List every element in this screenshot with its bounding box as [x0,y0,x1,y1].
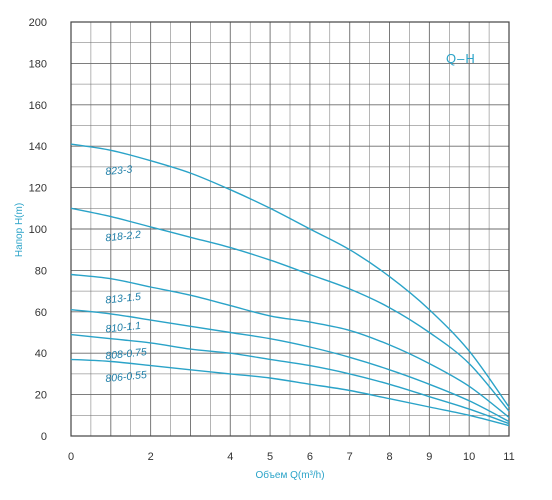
series-label-810-1.1: 810-1.1 [105,320,142,336]
curves [70,143,510,427]
series-line-818-2.2 [70,207,510,412]
x-tick-label: 9 [426,451,432,463]
x-tick-label: 2 [148,451,154,463]
y-axis-label: Напор H(m) [14,203,25,257]
series-line-808-0.75 [70,333,510,425]
series-line-810-1.1 [70,309,510,423]
x-tick-label: 7 [347,451,353,463]
plot-frame [70,21,510,437]
series-line-823-3 [70,143,510,408]
y-tick-label: 180 [29,58,47,70]
legend-label: Q–H [446,51,476,66]
series-line-806-0.55 [70,358,510,427]
x-tick-label: 6 [307,451,313,463]
y-axis-ticks: 0 20 40 60 80 100 120 140 160 180 200 [29,17,47,443]
series-label-806-0.55: 806-0.55 [105,369,148,385]
x-tick-label: 0 [68,451,74,463]
x-tick-label: 5 [267,451,273,463]
x-axis-label: Объем Q(m³/h) [255,469,324,481]
y-tick-label: 40 [35,348,47,360]
series-label-818-2.2: 818-2.2 [105,229,142,245]
y-tick-label: 0 [41,431,47,443]
x-tick-label: 8 [386,451,392,463]
y-tick-label: 140 [29,141,47,153]
series-label-813-1.5: 813-1.5 [105,291,142,307]
y-tick-label: 60 [35,307,47,319]
y-tick-label: 200 [29,17,47,29]
x-tick-label: 11 [503,451,514,463]
series-line-813-1.5 [70,273,510,418]
x-tick-label: 10 [463,451,475,463]
y-tick-label: 160 [29,100,47,112]
series-label-808-0.75: 808-0.75 [105,346,148,362]
x-tick-label: 4 [227,451,233,463]
y-tick-label: 120 [29,183,47,195]
curve-labels: 823-3 818-2.2 813-1.5 810-1.1 808-0.75 806-0.… [105,163,148,385]
y-tick-label: 20 [35,390,47,402]
series-label-823-3: 823-3 [105,163,133,178]
y-tick-label: 100 [29,224,47,236]
y-tick-label: 80 [35,265,47,277]
x-axis-ticks: 0 2 4 5 6 7 8 9 10 11 [68,451,515,463]
